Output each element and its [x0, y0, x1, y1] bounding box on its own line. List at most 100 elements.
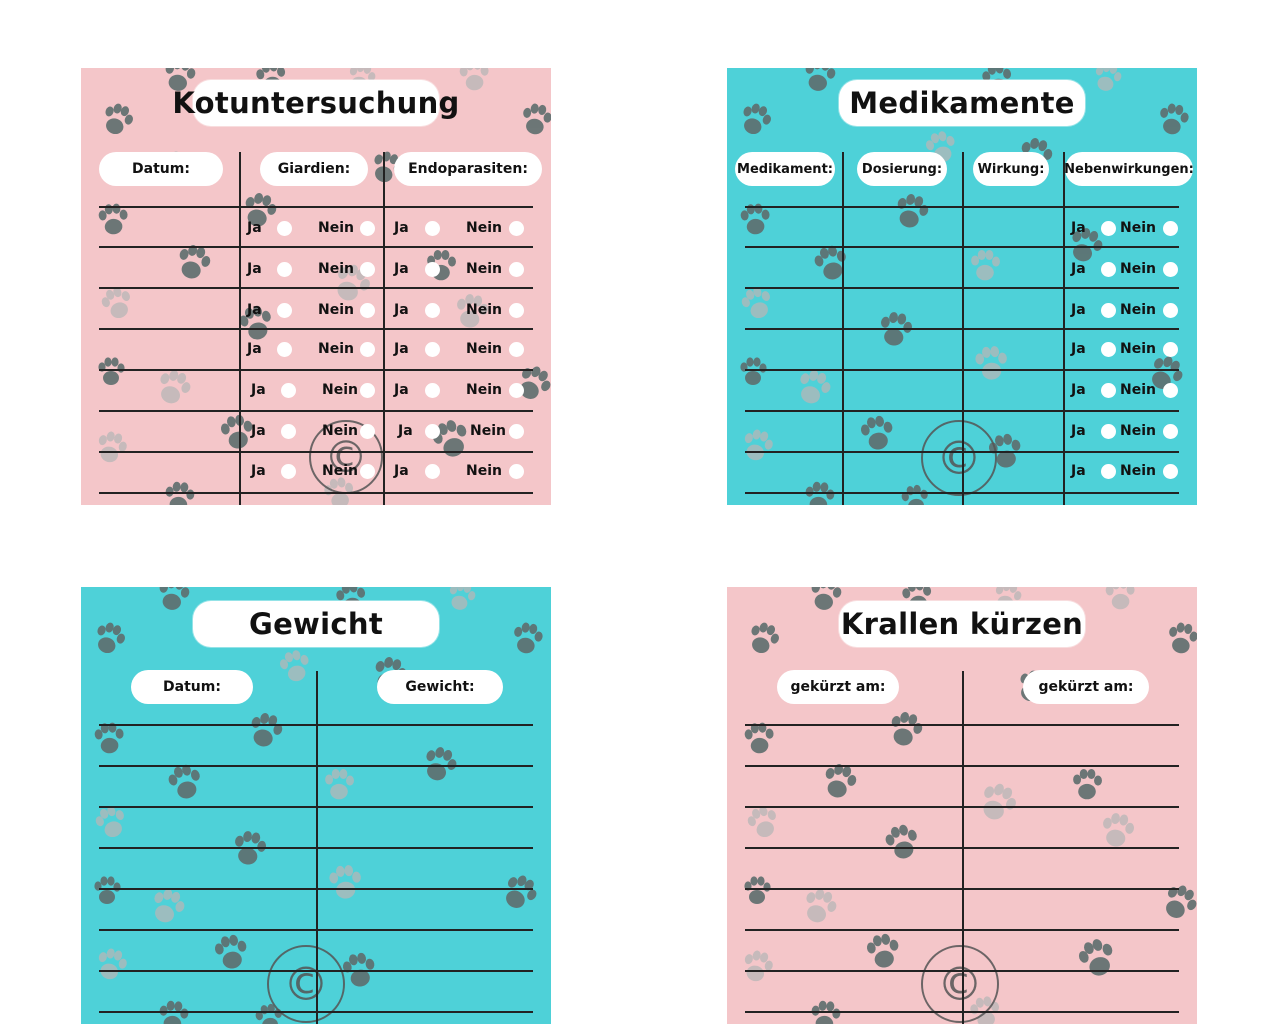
paw-print-icon: [814, 245, 846, 280]
no-radio[interactable]: [509, 383, 524, 398]
yes-label: Ja: [394, 463, 409, 479]
paw-print-icon: [897, 194, 929, 228]
no-radio[interactable]: [1163, 303, 1178, 318]
kotuntersuchung-title: Kotuntersuchung: [172, 80, 459, 126]
no-radio[interactable]: [360, 464, 375, 479]
yes-radio[interactable]: [425, 262, 440, 277]
no-radio[interactable]: [360, 424, 375, 439]
paw-print-icon: [744, 876, 771, 904]
no-radio[interactable]: [509, 303, 524, 318]
no-label: Nein: [1120, 382, 1156, 398]
no-radio[interactable]: [1163, 424, 1178, 439]
paw-print-icon: [457, 294, 489, 328]
no-radio[interactable]: [1163, 383, 1178, 398]
paw-print-icon: [98, 431, 127, 463]
yes-label: Ja: [1071, 463, 1086, 479]
yes-radio[interactable]: [281, 464, 296, 479]
yes-radio[interactable]: [425, 303, 440, 318]
yes-radio[interactable]: [277, 221, 292, 236]
no-label: Nein: [322, 382, 358, 398]
yes-radio[interactable]: [1101, 424, 1116, 439]
yes-radio[interactable]: [277, 342, 292, 357]
paw-print-icon: [160, 370, 191, 404]
no-label: Nein: [318, 220, 354, 236]
paw-print-icon: [747, 806, 776, 838]
yes-radio[interactable]: [425, 464, 440, 479]
gewicht-card: Gewicht Datum: Gewicht: ©: [81, 587, 551, 1024]
yes-radio[interactable]: [1101, 221, 1116, 236]
yes-label: Ja: [1071, 220, 1086, 236]
yes-label: Ja: [394, 382, 409, 398]
no-label: Nein: [322, 423, 358, 439]
paw-print-icon: [1169, 622, 1197, 654]
paw-print-icon: [342, 952, 375, 987]
yes-radio[interactable]: [1101, 464, 1116, 479]
no-radio[interactable]: [1163, 221, 1178, 236]
krallen-card: Krallen kürzen gekürzt am: gekürzt am: ©: [727, 587, 1197, 1024]
no-radio[interactable]: [360, 383, 375, 398]
yes-radio[interactable]: [277, 303, 292, 318]
yes-radio[interactable]: [425, 383, 440, 398]
no-radio[interactable]: [360, 221, 375, 236]
paw-print-icon: [165, 481, 195, 505]
yes-radio[interactable]: [281, 383, 296, 398]
no-label: Nein: [322, 463, 358, 479]
no-radio[interactable]: [509, 262, 524, 277]
paw-print-icon: [98, 948, 127, 980]
row-divider: [99, 724, 533, 726]
no-label: Nein: [466, 463, 502, 479]
paw-print-icon: [744, 950, 773, 982]
header-gewicht: Gewicht:: [377, 670, 503, 704]
no-label: Nein: [1120, 463, 1156, 479]
no-radio[interactable]: [509, 221, 524, 236]
paw-print-icon: [165, 68, 196, 91]
yes-label: Ja: [1071, 382, 1086, 398]
row-divider: [745, 246, 1179, 248]
row-divider: [99, 765, 533, 767]
no-radio[interactable]: [360, 342, 375, 357]
yes-radio[interactable]: [425, 342, 440, 357]
row-divider: [745, 1011, 1179, 1013]
yes-radio[interactable]: [1101, 262, 1116, 277]
no-radio[interactable]: [509, 464, 524, 479]
row-divider: [745, 369, 1179, 371]
no-label: Nein: [318, 341, 354, 357]
paw-print-icon: [1095, 68, 1122, 91]
paw-print-icon: [1152, 356, 1183, 389]
row-divider: [745, 724, 1179, 726]
yes-radio[interactable]: [1101, 342, 1116, 357]
no-radio[interactable]: [360, 262, 375, 277]
paw-print-icon: [1105, 587, 1135, 610]
yes-label: Ja: [394, 220, 409, 236]
paw-print-icon: [94, 876, 121, 904]
row-divider: [745, 806, 1179, 808]
paw-print-icon: [1078, 939, 1113, 976]
yes-radio[interactable]: [1101, 303, 1116, 318]
medikamente-card: Medikamente Medikament: Dosierung: Wirku…: [727, 68, 1197, 505]
yes-radio[interactable]: [425, 424, 440, 439]
no-label: Nein: [1120, 423, 1156, 439]
paw-print-icon: [891, 712, 923, 746]
gewicht-title: Gewicht: [193, 601, 439, 647]
row-divider: [745, 847, 1179, 849]
no-label: Nein: [1120, 341, 1156, 357]
no-radio[interactable]: [1163, 262, 1178, 277]
yes-radio[interactable]: [425, 221, 440, 236]
paw-print-icon: [740, 357, 767, 385]
yes-radio[interactable]: [277, 262, 292, 277]
paw-print-icon: [975, 346, 1007, 380]
paw-print-icon: [806, 889, 837, 923]
yes-label: Ja: [394, 261, 409, 277]
yes-label: Ja: [398, 423, 413, 439]
paw-print-icon: [866, 933, 899, 968]
no-radio[interactable]: [509, 424, 524, 439]
no-radio[interactable]: [509, 342, 524, 357]
no-radio[interactable]: [1163, 464, 1178, 479]
row-divider: [745, 929, 1179, 931]
yes-radio[interactable]: [1101, 383, 1116, 398]
krallen-title: Krallen kürzen: [839, 601, 1085, 647]
yes-radio[interactable]: [281, 424, 296, 439]
medikamente-title: Medikamente: [839, 80, 1085, 126]
no-radio[interactable]: [1163, 342, 1178, 357]
no-radio[interactable]: [360, 303, 375, 318]
